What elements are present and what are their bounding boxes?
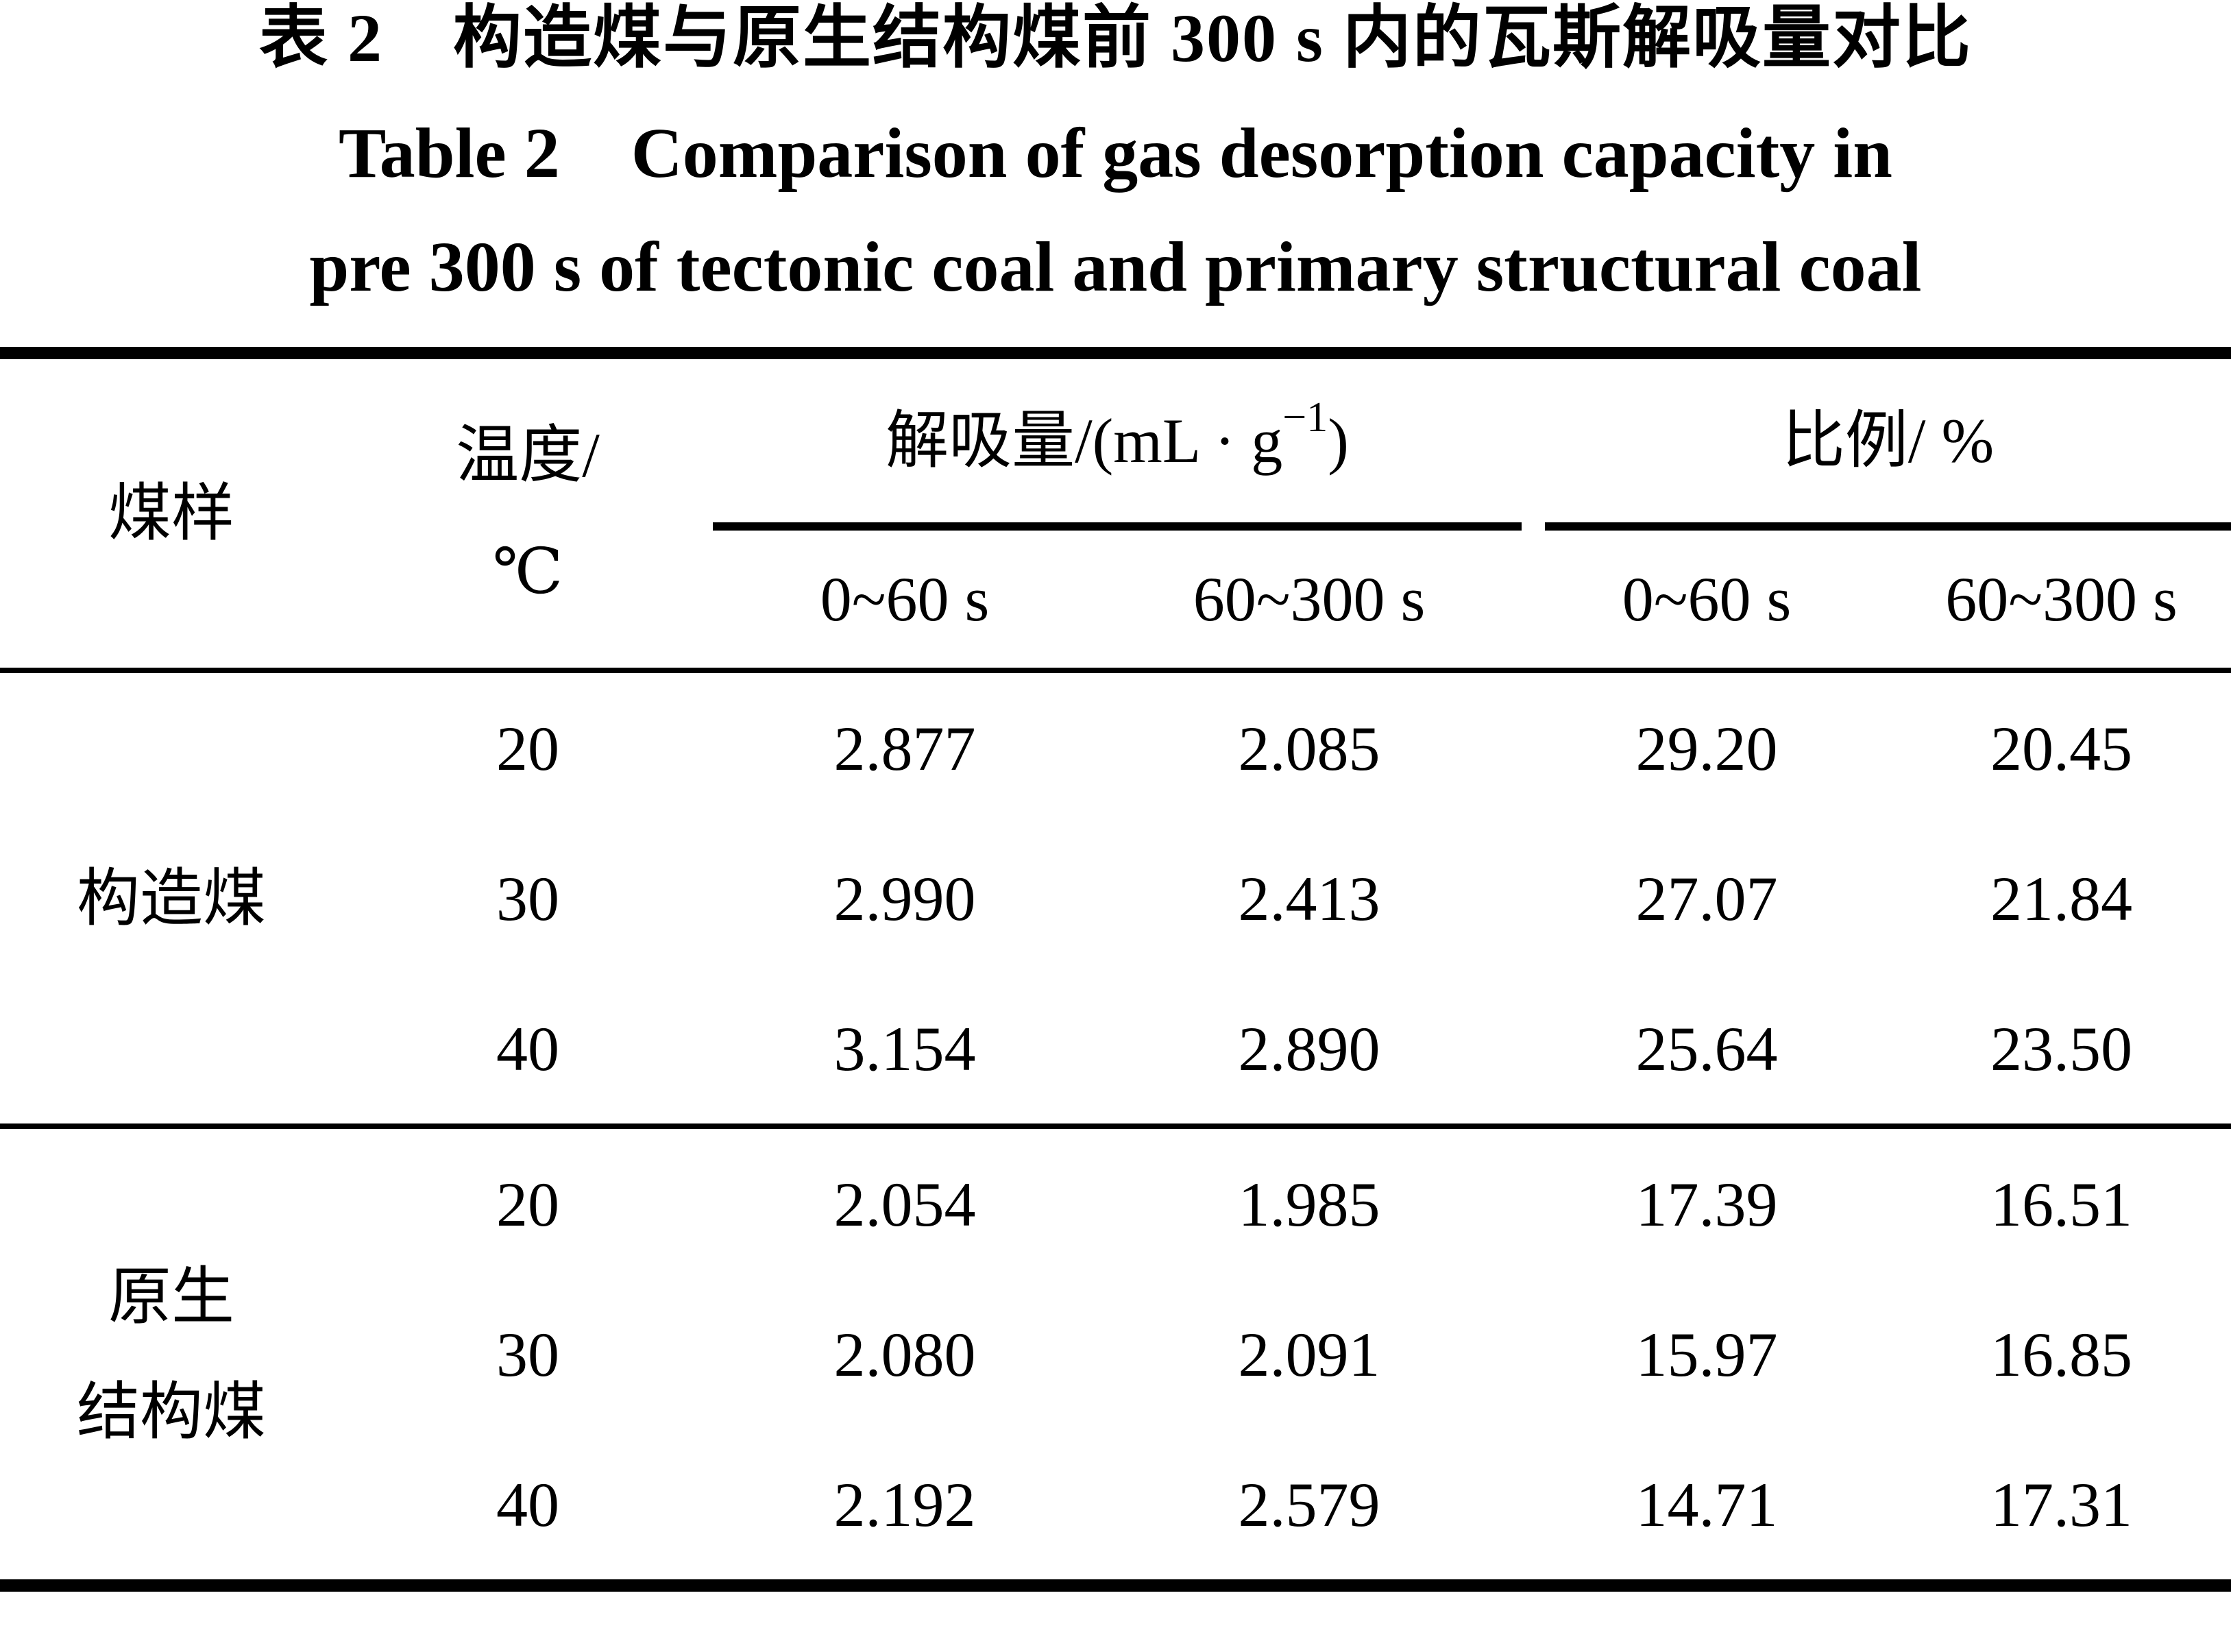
subheader-ratio-60-300: 60~300 s (1945, 564, 2178, 634)
desorption-unit-suffix: ) (1328, 406, 1349, 476)
cell-ratio-60-300: 23.50 (1990, 1013, 2132, 1084)
section-tectonic-coal: 构造煤 20 2.877 2.085 29.20 20.45 30 2.990 … (0, 673, 2231, 1123)
header-temperature-line1: 温度/ (456, 420, 600, 490)
cell-ratio-60-300: 20.45 (1990, 713, 2132, 784)
cell-ratio-0-60: 17.39 (1635, 1169, 1778, 1239)
cell-desorption-0-60: 2.192 (833, 1469, 976, 1540)
cell-temp: 20 (496, 1169, 559, 1239)
cell-ratio-60-300: 21.84 (1990, 863, 2132, 934)
cell-desorption-60-300: 2.579 (1238, 1469, 1380, 1540)
data-table: 煤样 温度/ ℃ 解吸量/(mL · g −1) 比例/ % 0~60 s 60~… (0, 347, 2231, 1592)
cell-temp: 40 (496, 1469, 559, 1540)
cell-desorption-0-60: 2.990 (833, 863, 976, 934)
cell-ratio-0-60: 25.64 (1635, 1013, 1778, 1084)
cell-ratio-0-60: 29.20 (1635, 713, 1778, 784)
subheader-ratio-0-60: 0~60 s (1622, 564, 1792, 634)
row-label-primary-line1: 原生 (108, 1261, 234, 1332)
cell-desorption-60-300: 2.091 (1238, 1319, 1380, 1389)
table-title-english-line2: pre 300 s of tectonic coal and primary s… (309, 228, 1922, 306)
cell-ratio-0-60: 15.97 (1635, 1319, 1778, 1389)
header-coal-sample: 煤样 (108, 478, 234, 548)
cell-desorption-60-300: 2.890 (1238, 1013, 1380, 1084)
cell-desorption-0-60: 3.154 (833, 1013, 976, 1084)
cell-desorption-0-60: 2.080 (833, 1319, 976, 1389)
cell-ratio-60-300: 16.85 (1990, 1319, 2132, 1389)
cell-desorption-0-60: 2.054 (833, 1169, 976, 1239)
cell-temp: 30 (496, 1319, 559, 1389)
header-group-desorption: 解吸量/(mL · g −1) (713, 359, 1522, 531)
header-group-ratio: 比例/ % (1545, 359, 2231, 531)
cell-ratio-0-60: 27.07 (1635, 863, 1778, 934)
row-label-tectonic-coal-text: 构造煤 (76, 863, 266, 934)
row-label-tectonic-coal: 构造煤 (0, 673, 343, 1123)
section-primary-structural-coal: 原生 结构煤 20 2.054 1.985 17.39 16.51 30 2.0… (0, 1129, 2231, 1579)
subheader-desorption-60-300: 60~300 s (1193, 564, 1426, 634)
cell-temp: 30 (496, 863, 559, 934)
cell-ratio-60-300: 17.31 (1990, 1469, 2132, 1540)
row-label-primary-structural-coal: 原生 结构煤 (0, 1129, 343, 1579)
header-temperature: 温度/ ℃ (343, 359, 713, 668)
header-temperature-unit: ℃ (492, 537, 563, 607)
cell-desorption-0-60: 2.877 (833, 713, 976, 784)
table-header: 煤样 温度/ ℃ 解吸量/(mL · g −1) 比例/ % 0~60 s 60~… (0, 359, 2231, 673)
cell-temp: 40 (496, 1013, 559, 1084)
subheader-desorption-0-60: 0~60 s (820, 564, 990, 634)
section-divider-rule (0, 1123, 2231, 1129)
cell-desorption-60-300: 2.085 (1238, 713, 1380, 784)
cell-desorption-60-300: 1.985 (1238, 1169, 1380, 1239)
cell-desorption-60-300: 2.413 (1238, 863, 1380, 934)
desorption-unit-prefix: 解吸量/(mL · g (886, 406, 1283, 476)
table-title-chinese: 表 2 构造煤与原生结构煤前 300 s 内的瓦斯解吸量对比 (259, 0, 1972, 76)
cell-ratio-60-300: 16.51 (1990, 1169, 2132, 1239)
cell-temp: 20 (496, 713, 559, 784)
cell-ratio-0-60: 14.71 (1635, 1469, 1778, 1540)
table-title-english-line1: Table 2 Comparison of gas desorption cap… (338, 114, 1893, 193)
row-label-primary-line2: 结构煤 (76, 1376, 266, 1447)
